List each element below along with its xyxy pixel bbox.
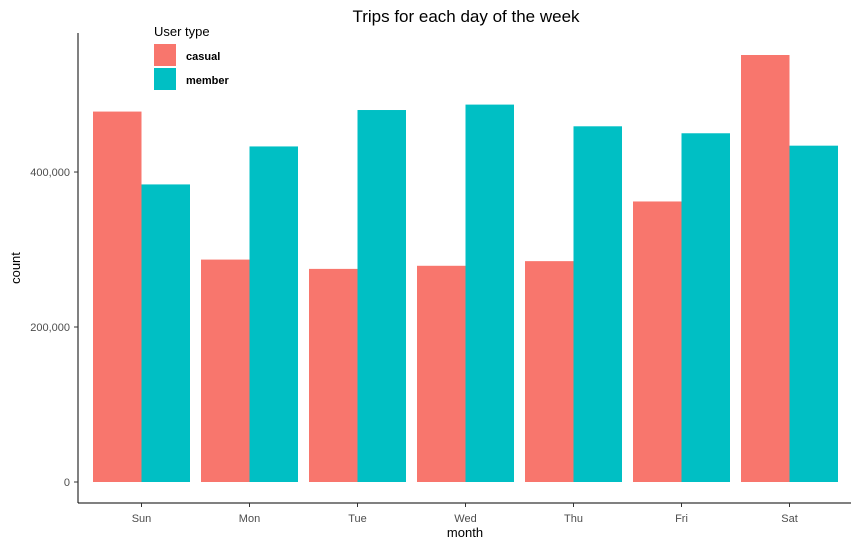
x-tick-label-tue: Tue bbox=[348, 513, 367, 525]
bar-casual-sat bbox=[741, 55, 790, 482]
legend-swatch-member bbox=[154, 68, 176, 90]
bar-casual-tue bbox=[309, 268, 358, 482]
bar-casual-wed bbox=[417, 265, 466, 482]
bar-casual-sun bbox=[93, 111, 142, 482]
y-axis-title: count bbox=[8, 252, 23, 284]
x-axis-ticks: Sun Mon Tue Wed Thu Fri Sat bbox=[132, 503, 798, 525]
bar-member-mon bbox=[249, 146, 298, 482]
y-tick-label-0: 0 bbox=[64, 477, 70, 489]
x-tick-label-fri: Fri bbox=[675, 513, 688, 525]
legend-items: casual member bbox=[154, 44, 230, 90]
legend-swatch-casual bbox=[154, 44, 176, 66]
bar-casual-mon bbox=[201, 259, 250, 482]
x-tick-label-sun: Sun bbox=[132, 513, 152, 525]
legend-title: User type bbox=[154, 24, 210, 39]
bar-member-sun bbox=[141, 184, 190, 483]
y-tick-label-2: 400,000 bbox=[30, 167, 70, 179]
x-tick-label-wed: Wed bbox=[454, 513, 476, 525]
x-axis-title: month bbox=[447, 525, 483, 540]
bar-member-tue bbox=[357, 110, 406, 483]
bar-member-fri bbox=[681, 133, 730, 482]
y-axis-ticks: 0 200,000 400,000 bbox=[30, 167, 78, 489]
legend-label-casual: casual bbox=[186, 51, 220, 63]
legend-label-member: member bbox=[186, 75, 230, 87]
chart-title: Trips for each day of the week bbox=[352, 7, 580, 26]
bar-member-sat bbox=[789, 145, 838, 483]
plot-area bbox=[93, 55, 838, 483]
legend: User type casual member bbox=[154, 24, 230, 90]
bar-member-wed bbox=[465, 104, 514, 482]
bar-member-thu bbox=[573, 126, 622, 483]
x-tick-label-thu: Thu bbox=[564, 513, 583, 525]
x-tick-label-sat: Sat bbox=[781, 513, 798, 525]
x-tick-label-mon: Mon bbox=[239, 513, 260, 525]
bar-casual-thu bbox=[525, 261, 574, 482]
bar-casual-fri bbox=[633, 201, 682, 482]
y-tick-label-1: 200,000 bbox=[30, 322, 70, 334]
